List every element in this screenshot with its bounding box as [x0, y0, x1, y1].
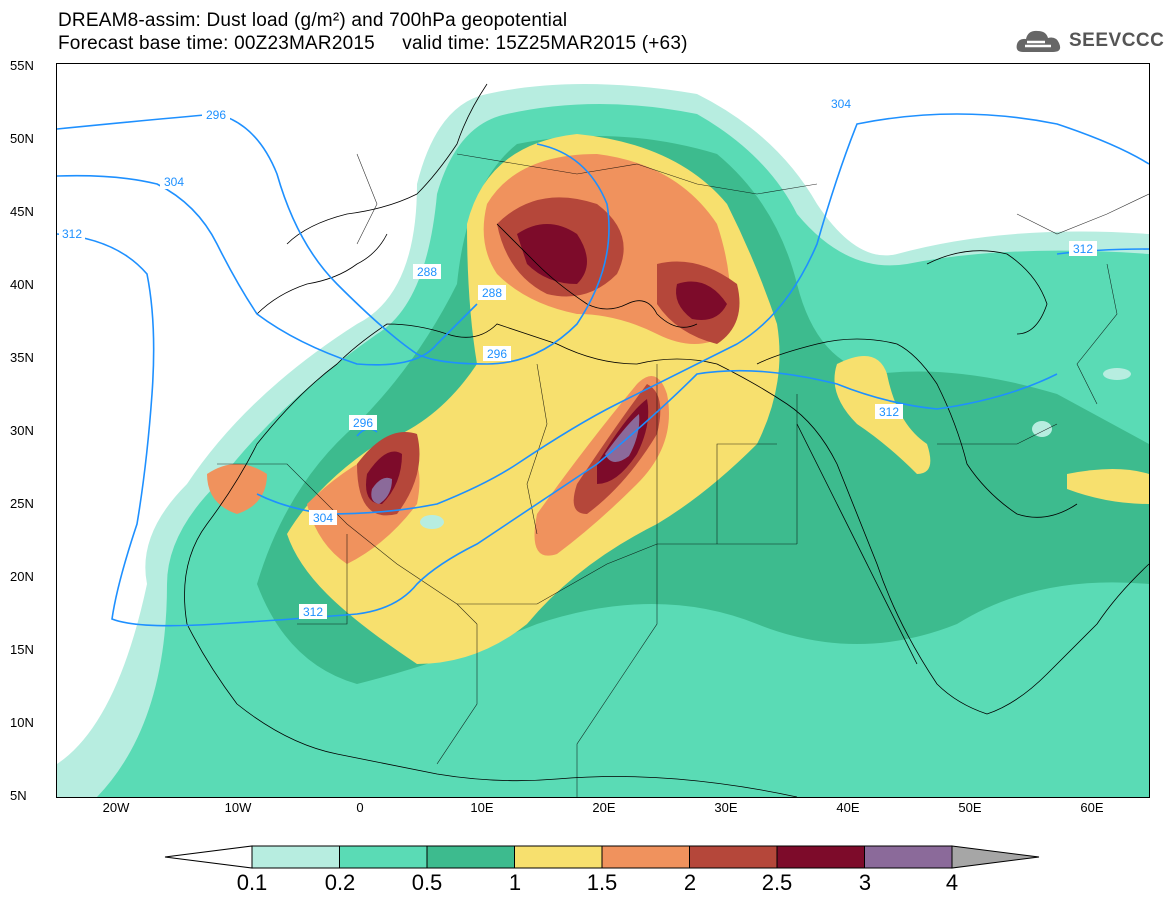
contour-label-text: 304 — [313, 511, 333, 525]
dust-field-layer — [57, 84, 1149, 797]
contour-label-text: 288 — [417, 265, 437, 279]
lon-label-0: 0 — [356, 800, 364, 815]
lat-label-55n: 55N — [10, 58, 34, 73]
contour-label: 288 — [413, 264, 441, 279]
contour-label-text: 312 — [62, 227, 82, 241]
dust-load-colorbar — [164, 845, 1040, 869]
colorbar-segment — [426, 845, 515, 869]
colorbar-label: 0.5 — [411, 870, 443, 895]
contour-label-layer: 296 304 312 288 288 296 296 304 312 304 … — [59, 96, 1097, 619]
colorbar-label: 0.2 — [324, 870, 356, 895]
seevccc-logo: SEEVCCC — [1015, 24, 1164, 58]
colorbar-segment — [514, 845, 603, 869]
contour-label-text: 312 — [879, 405, 899, 419]
contour-label-text: 296 — [353, 416, 373, 430]
logo-text: SEEVCCC — [1069, 30, 1165, 51]
contour-label: 288 — [478, 285, 506, 300]
contour-label: 312 — [875, 404, 903, 419]
lat-label-50n: 50N — [10, 131, 34, 146]
colorbar-segment — [339, 845, 428, 869]
lon-label-60e: 60E — [1080, 800, 1104, 815]
chart-title: DREAM8-assim: Dust load (g/m²) and 700hP… — [58, 10, 568, 31]
lon-label-20w: 20W — [102, 800, 130, 815]
lat-label-10n: 10N — [10, 715, 34, 730]
colorbar-label: 3 — [858, 870, 872, 895]
colorbar-segment — [601, 845, 690, 869]
contour-label-text: 296 — [206, 108, 226, 122]
lon-label-10w: 10W — [224, 800, 252, 815]
country-border-layer — [217, 153, 1149, 797]
contour-label: 304 — [160, 174, 188, 189]
contour-label-text: 304 — [831, 97, 851, 111]
lat-label-30n: 30N — [10, 423, 34, 438]
contour-label-text: 304 — [164, 175, 184, 189]
colorbar-label: 1 — [508, 870, 522, 895]
colorbar-label: 1.5 — [586, 870, 618, 895]
lat-label-40n: 40N — [10, 277, 34, 292]
lon-label-40e: 40E — [836, 800, 860, 815]
lat-label-20n: 20N — [10, 569, 34, 584]
colorbar-segment — [251, 845, 340, 869]
colorbar-upper-arrow — [951, 845, 1040, 869]
lat-label-45n: 45N — [10, 204, 34, 219]
cloud-icon — [1016, 30, 1061, 52]
colorbar-lower-arrow — [164, 845, 253, 869]
colorbar-label: 4 — [945, 870, 959, 895]
contour-label: 304 — [827, 96, 855, 111]
contour-label: 312 — [299, 604, 327, 619]
contour-label-text: 288 — [482, 286, 502, 300]
map-canvas: 296 304 312 288 288 296 296 304 312 304 … — [57, 64, 1149, 797]
coastline-layer — [184, 83, 1149, 797]
contour-label: 312 — [59, 226, 85, 241]
lat-label-25n: 25N — [10, 496, 34, 511]
contour-label: 312 — [1069, 241, 1097, 256]
lon-label-30e: 30E — [714, 800, 738, 815]
colorbar-label: 0.1 — [236, 870, 268, 895]
forecast-time-line: Forecast base time: 00Z23MAR2015 valid t… — [58, 33, 688, 54]
colorbar-segment — [864, 845, 953, 869]
contour-label-text: 312 — [303, 605, 323, 619]
contour-label: 296 — [483, 346, 511, 361]
lat-label-15n: 15N — [10, 642, 34, 657]
colorbar-segment — [689, 845, 778, 869]
dust-load-map: 296 304 312 288 288 296 296 304 312 304 … — [56, 63, 1150, 798]
contour-label: 296 — [202, 107, 230, 122]
lon-label-10e: 10E — [470, 800, 494, 815]
colorbar-label: 2.5 — [761, 870, 793, 895]
colorbar-label: 2 — [683, 870, 697, 895]
lon-label-50e: 50E — [958, 800, 982, 815]
contour-label-text: 296 — [487, 347, 507, 361]
colorbar-segment — [776, 845, 865, 869]
lon-label-20e: 20E — [592, 800, 616, 815]
contour-label: 296 — [349, 415, 377, 430]
contour-label: 304 — [309, 510, 337, 525]
lat-label-35n: 35N — [10, 350, 34, 365]
lat-label-5n: 5N — [10, 788, 27, 803]
contour-label-text: 312 — [1073, 242, 1093, 256]
